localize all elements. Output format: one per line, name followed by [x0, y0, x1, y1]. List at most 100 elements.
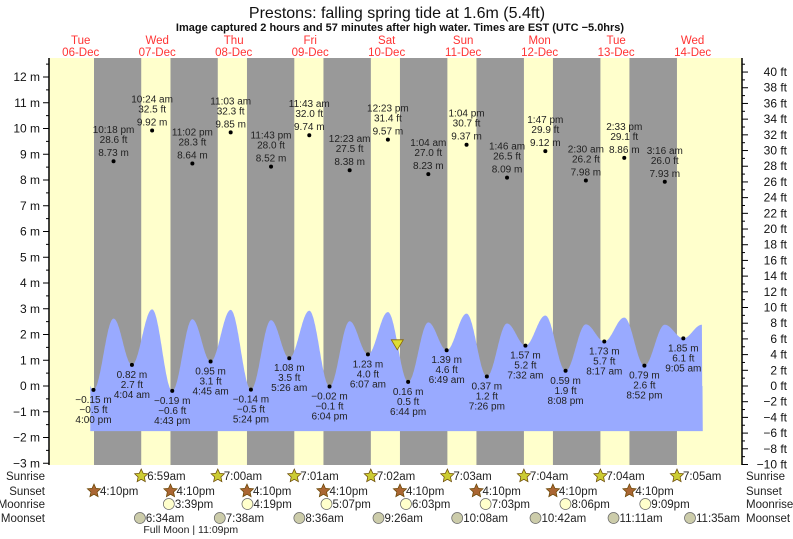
- sunset-time: 4:10pm: [329, 486, 367, 498]
- sunrise-time: 7:02am: [377, 471, 415, 483]
- high-tide-ft: 29.9 ft: [531, 125, 559, 136]
- sunset-row-label: Sunset: [9, 486, 46, 498]
- sunset-icon: [162, 483, 178, 498]
- high-tide-m: 8.73 m: [98, 148, 129, 159]
- sunrise-icon: [516, 468, 532, 483]
- sunrise-time: 7:03am: [453, 471, 491, 483]
- low-tide-m: −0.14 m: [233, 395, 269, 406]
- day-date: 12-Dec: [521, 47, 558, 59]
- moonset-icon: [293, 512, 306, 524]
- high-tide-time: 1:47 pm: [527, 115, 563, 126]
- moonset-time: 10:08am: [463, 513, 508, 525]
- high-tide-m: 9.57 m: [373, 127, 404, 138]
- low-tide-time: 7:26 pm: [469, 401, 505, 412]
- low-tide-time: 8:17 am: [586, 366, 622, 377]
- left-tick-label: 5 m: [20, 250, 40, 264]
- right-tick-label: 16 ft: [764, 253, 788, 267]
- low-tide-time: 7:32 am: [507, 371, 543, 382]
- low-tide-m: 0.82 m: [117, 370, 148, 381]
- high-tide-ft: 31.4 ft: [374, 114, 402, 125]
- day-date: 13-Dec: [598, 47, 635, 59]
- sunset-icon: [315, 483, 331, 498]
- low-tide-point: [248, 387, 253, 392]
- moonset-row-label-right: Moonset: [746, 513, 791, 525]
- right-tick-label: 28 ft: [764, 159, 788, 173]
- high-tide-point: [662, 179, 667, 184]
- high-tide-m: 8.23 m: [413, 161, 444, 172]
- high-tide-time: 11:02 pm: [172, 128, 213, 139]
- moonset-icon: [213, 512, 226, 524]
- left-tick-label: 3 m: [20, 302, 40, 316]
- day-name: Wed: [145, 35, 168, 47]
- low-tide-m: −0.19 m: [154, 396, 190, 407]
- right-tick-label: 18 ft: [764, 238, 788, 252]
- moonset-icon: [451, 512, 464, 524]
- high-tide-m: 7.98 m: [571, 168, 602, 179]
- high-tide-point: [505, 175, 510, 180]
- right-tick-label: 0 ft: [770, 379, 787, 393]
- low-tide-m: 0.79 m: [629, 371, 660, 382]
- low-tide-ft: 3.1 ft: [199, 377, 221, 388]
- low-tide-time: 4:00 pm: [75, 415, 111, 426]
- day-name: Sat: [378, 35, 396, 47]
- sunrise-icon: [592, 468, 608, 483]
- high-tide-ft: 26.0 ft: [651, 156, 679, 167]
- moonrise-time: 8:06pm: [571, 499, 609, 511]
- tide-curve: [90, 309, 703, 432]
- low-tide-ft: −0.6 ft: [158, 406, 186, 417]
- sunset-icon: [621, 483, 637, 498]
- low-tide-time: 8:52 pm: [626, 391, 662, 402]
- moonrise-icon: [639, 498, 652, 510]
- high-tide-point: [228, 130, 233, 135]
- moonset-icon: [372, 512, 385, 524]
- sunset-icon: [545, 483, 561, 498]
- day-name: Sun: [453, 35, 473, 47]
- sunrise-time: 7:05am: [683, 471, 721, 483]
- high-tide-m: 9.92 m: [137, 118, 168, 129]
- high-tide-point: [190, 161, 195, 166]
- low-tide-m: −0.15 m: [75, 395, 111, 406]
- left-tick-label: 12 m: [13, 70, 40, 84]
- day-date: 10-Dec: [368, 47, 405, 59]
- low-tide-ft: 4.0 ft: [357, 369, 379, 380]
- left-tick-label: 0 m: [20, 379, 40, 393]
- moonset-time: 11:35am: [696, 513, 740, 525]
- left-tick-label: 4 m: [20, 276, 40, 290]
- moonrise-time: 7:03pm: [492, 499, 530, 511]
- left-tick-label: −3 m: [13, 456, 40, 470]
- right-tick-label: −2 ft: [763, 395, 787, 409]
- moonset-icon: [134, 512, 146, 524]
- high-tide-ft: 28.6 ft: [100, 135, 128, 146]
- low-tide-ft: −0.5 ft: [79, 405, 107, 416]
- low-tide-time: 5:26 am: [271, 383, 307, 394]
- moonrise-time: 4:19pm: [253, 499, 291, 511]
- high-tide-ft: 27.5 ft: [336, 144, 364, 155]
- sunrise-icon: [669, 468, 685, 483]
- left-tick-label: 1 m: [20, 353, 40, 367]
- low-tide-ft: 5.2 ft: [514, 361, 536, 372]
- sunrise-icon: [439, 468, 455, 483]
- right-tick-label: 26 ft: [764, 175, 788, 189]
- day-labels: Tue06-DecWed07-DecThu08-DecFri09-DecSat1…: [62, 35, 711, 59]
- low-tide-time: 6:04 pm: [311, 412, 347, 423]
- low-tide-time: 8:08 pm: [547, 396, 583, 407]
- day-name: Tue: [71, 35, 90, 47]
- right-tick-label: 4 ft: [770, 348, 787, 362]
- low-tide-ft: 1.9 ft: [554, 386, 576, 397]
- low-tide-m: 1.85 m: [668, 343, 699, 354]
- right-tick-label: 2 ft: [770, 363, 787, 377]
- low-tide-point: [170, 388, 175, 393]
- low-tide-ft: −0.1 ft: [315, 402, 343, 413]
- low-tide-m: 0.59 m: [550, 376, 581, 387]
- moon-phase-label: Full Moon | 11:09pm: [143, 524, 238, 536]
- sunset-icon: [239, 483, 255, 498]
- day-name: Thu: [224, 35, 244, 47]
- day-date: 11-Dec: [445, 47, 481, 59]
- low-tide-time: 9:05 am: [665, 363, 701, 374]
- high-tide-point: [269, 164, 274, 169]
- left-tick-label: 10 m: [13, 122, 40, 136]
- left-tick-label: 8 m: [20, 173, 40, 187]
- low-tide-point: [287, 356, 292, 361]
